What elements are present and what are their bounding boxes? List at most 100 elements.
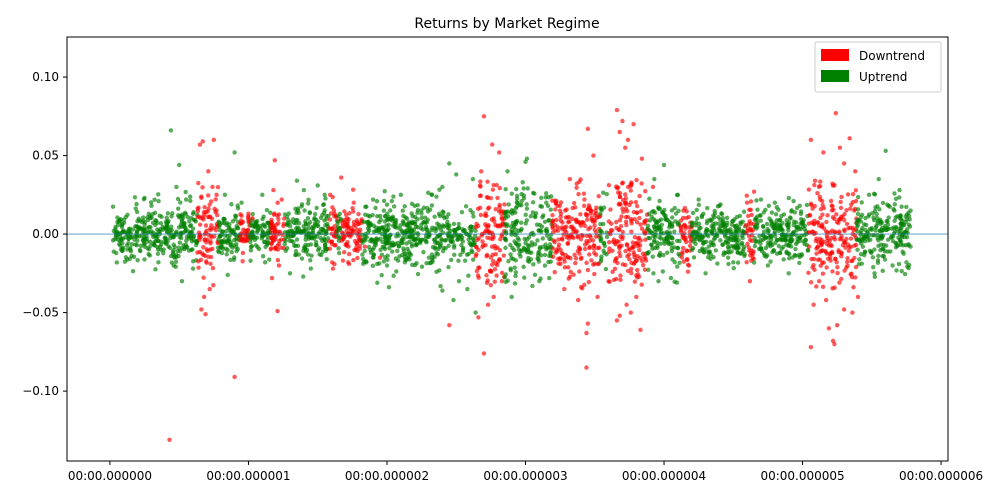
scatter-point-uptrend — [758, 241, 763, 246]
scatter-point-uptrend — [537, 222, 543, 228]
scatter-point-downtrend — [197, 214, 202, 219]
scatter-point-uptrend — [797, 203, 802, 209]
scatter-point-uptrend — [409, 220, 414, 226]
scatter-point-uptrend — [391, 273, 396, 278]
scatter-point-uptrend — [382, 245, 387, 250]
scatter-point-uptrend — [394, 269, 399, 274]
scatter-point-uptrend — [408, 252, 414, 257]
scatter-point-uptrend — [524, 202, 529, 207]
scatter-point-uptrend — [308, 258, 313, 263]
scatter-point-uptrend — [667, 225, 672, 230]
scatter-point-downtrend — [843, 245, 848, 250]
scatter-point-downtrend — [684, 248, 690, 254]
scatter-point-uptrend — [469, 248, 474, 253]
scatter-point-downtrend — [196, 230, 202, 235]
scatter-point-uptrend — [419, 238, 424, 243]
scatter-point-uptrend — [546, 259, 551, 265]
scatter-point-downtrend — [638, 327, 643, 333]
scatter-point-uptrend — [371, 245, 377, 250]
scatter-point-uptrend — [859, 212, 865, 217]
scatter-point-downtrend — [680, 251, 685, 256]
scatter-point-uptrend — [129, 253, 134, 259]
scatter-point-uptrend — [443, 238, 448, 243]
scatter-point-uptrend — [855, 247, 860, 252]
scatter-point-downtrend — [639, 258, 645, 264]
scatter-point-uptrend — [128, 249, 134, 254]
scatter-point-downtrend — [818, 179, 823, 184]
scatter-point-uptrend — [723, 250, 728, 256]
scatter-point-uptrend — [458, 252, 463, 258]
scatter-point-uptrend — [859, 200, 864, 205]
scatter-point-uptrend — [872, 271, 877, 276]
scatter-point-downtrend — [560, 252, 565, 257]
scatter-point-uptrend — [773, 212, 779, 217]
scatter-point-uptrend — [876, 253, 881, 259]
scatter-point-uptrend — [892, 218, 897, 224]
scatter-point-uptrend — [604, 234, 610, 240]
scatter-point-downtrend — [628, 188, 633, 193]
scatter-point-uptrend — [117, 231, 122, 236]
scatter-point-downtrend — [839, 236, 844, 241]
scatter-point-downtrend — [625, 214, 631, 220]
scatter-point-downtrend — [215, 184, 221, 190]
scatter-point-downtrend — [625, 137, 631, 143]
scatter-point-uptrend — [254, 235, 260, 241]
scatter-point-uptrend — [152, 210, 158, 216]
scatter-point-uptrend — [443, 246, 448, 251]
scatter-point-uptrend — [541, 213, 546, 218]
scatter-point-uptrend — [775, 225, 780, 230]
scatter-point-uptrend — [114, 250, 119, 256]
scatter-point-uptrend — [651, 271, 656, 276]
scatter-point-downtrend — [207, 214, 212, 220]
scatter-point-uptrend — [647, 236, 653, 241]
scatter-point-downtrend — [639, 181, 644, 186]
scatter-point-uptrend — [711, 242, 716, 248]
scatter-point-uptrend — [509, 191, 514, 196]
scatter-point-uptrend — [226, 238, 231, 243]
scatter-point-uptrend — [110, 204, 116, 209]
scatter-point-uptrend — [301, 230, 306, 235]
scatter-point-uptrend — [509, 294, 514, 300]
scatter-point-downtrend — [823, 249, 828, 255]
scatter-point-uptrend — [875, 260, 881, 266]
scatter-point-downtrend — [684, 256, 690, 262]
scatter-point-downtrend — [327, 246, 333, 251]
scatter-point-uptrend — [179, 278, 185, 284]
scatter-point-uptrend — [776, 243, 781, 249]
scatter-point-downtrend — [202, 237, 208, 242]
scatter-point-downtrend — [814, 284, 819, 289]
scatter-point-downtrend — [832, 216, 837, 222]
scatter-point-uptrend — [171, 242, 176, 247]
scatter-point-downtrend — [586, 279, 592, 285]
scatter-point-uptrend — [890, 263, 895, 268]
scatter-point-downtrend — [332, 243, 337, 248]
scatter-point-downtrend — [819, 243, 824, 248]
scatter-point-downtrend — [836, 230, 842, 236]
scatter-point-downtrend — [491, 235, 496, 240]
scatter-point-uptrend — [733, 237, 739, 243]
scatter-point-uptrend — [227, 225, 232, 231]
scatter-point-downtrend — [205, 193, 211, 198]
scatter-point-downtrend — [578, 237, 584, 242]
scatter-point-uptrend — [885, 237, 891, 242]
scatter-point-uptrend — [524, 206, 530, 211]
scatter-point-downtrend — [201, 245, 206, 250]
scatter-point-downtrend — [332, 211, 337, 216]
scatter-point-uptrend — [701, 211, 706, 217]
scatter-point-uptrend — [450, 239, 456, 244]
scatter-point-uptrend — [467, 240, 472, 246]
scatter-point-uptrend — [532, 242, 538, 247]
scatter-point-uptrend — [538, 203, 543, 209]
scatter-point-downtrend — [629, 266, 634, 272]
scatter-point-uptrend — [446, 264, 451, 270]
scatter-point-downtrend — [838, 254, 844, 259]
scatter-point-uptrend — [400, 208, 405, 213]
scatter-point-uptrend — [791, 198, 796, 204]
scatter-point-downtrend — [823, 297, 829, 303]
scatter-point-uptrend — [365, 213, 371, 218]
scatter-point-uptrend — [262, 260, 268, 265]
scatter-point-uptrend — [248, 248, 254, 253]
scatter-point-uptrend — [514, 186, 519, 192]
scatter-point-downtrend — [577, 269, 582, 274]
x-tick-label: 00:00.000000 — [68, 469, 152, 483]
